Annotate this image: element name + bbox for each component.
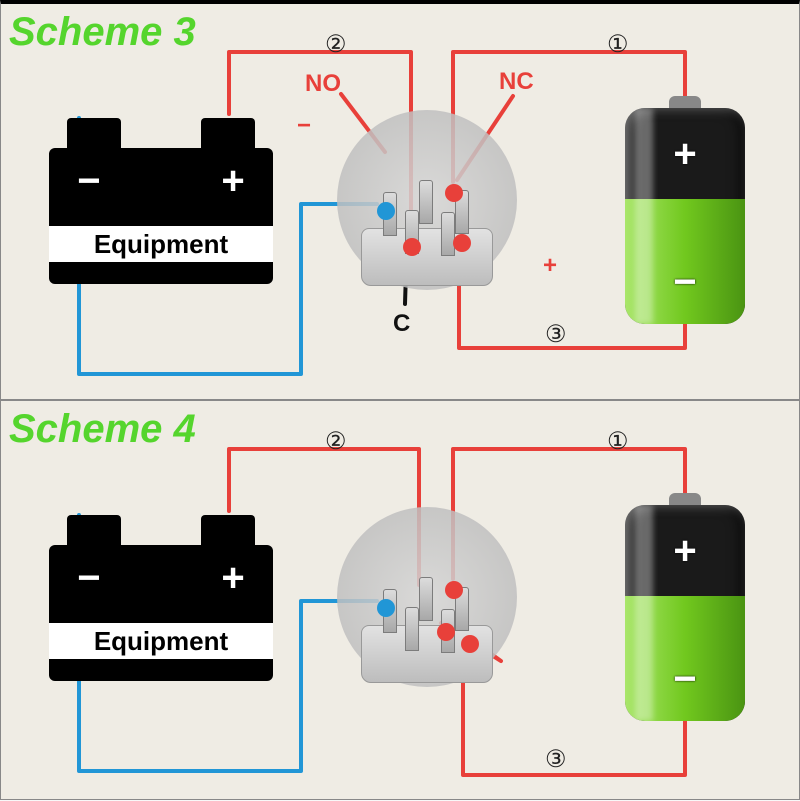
battery-plus: + xyxy=(625,529,745,574)
switch-pin xyxy=(405,607,419,651)
switch-pin xyxy=(419,180,433,224)
pin-callout: NC xyxy=(499,68,534,96)
battery-minus: − xyxy=(625,657,745,702)
push-switch xyxy=(337,110,517,300)
wire-number-label: ② xyxy=(325,427,347,456)
pin-callout: + xyxy=(543,252,557,280)
equipment-minus: − xyxy=(69,164,109,204)
terminal-dot xyxy=(445,184,463,202)
equipment-plus: + xyxy=(213,164,253,204)
pin-callout: C xyxy=(393,310,410,338)
equipment-block: − + Equipment xyxy=(49,108,273,284)
scheme3-title: Scheme 3 xyxy=(9,10,196,55)
wire-number-label: ② xyxy=(325,30,347,59)
battery-minus: − xyxy=(625,260,745,305)
switch-pin xyxy=(441,212,455,256)
pin-callout: − xyxy=(297,112,311,140)
scheme4-panel: Scheme 4 − + Equipment + − ② ① ③ xyxy=(0,400,800,800)
pin-callout: NO xyxy=(305,70,341,98)
equipment-label: Equipment xyxy=(49,226,273,262)
terminal-dot xyxy=(453,234,471,252)
equipment-plus: + xyxy=(213,561,253,601)
push-switch xyxy=(337,507,517,697)
terminal-dot xyxy=(437,623,455,641)
wire-number-label: ① xyxy=(607,30,629,59)
wire-number-label: ① xyxy=(607,427,629,456)
switch-pin xyxy=(419,577,433,621)
terminal-dot xyxy=(403,238,421,256)
terminal-dot xyxy=(377,599,395,617)
equipment-label: Equipment xyxy=(49,623,273,659)
terminal-dot xyxy=(445,581,463,599)
terminal-dot xyxy=(461,635,479,653)
battery-cell: + − xyxy=(625,96,745,324)
battery-plus: + xyxy=(625,132,745,177)
battery-cell: + − xyxy=(625,493,745,721)
wire-number-label: ③ xyxy=(545,745,567,774)
equipment-minus: − xyxy=(69,561,109,601)
terminal-dot xyxy=(377,202,395,220)
scheme4-title: Scheme 4 xyxy=(9,407,196,452)
scheme3-panel: Scheme 3 − + Equipment + − NO NC − + C ② ① ③ xyxy=(0,0,800,400)
equipment-block: − + Equipment xyxy=(49,505,273,681)
wire-number-label: ③ xyxy=(545,320,567,349)
